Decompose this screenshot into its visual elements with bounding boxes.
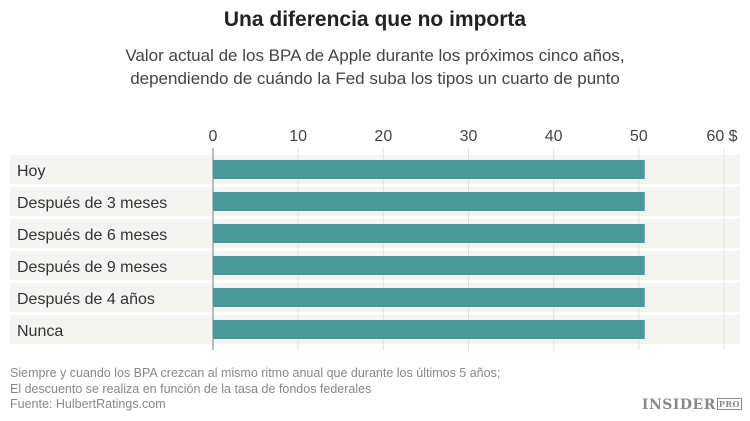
bar <box>213 224 645 243</box>
category-label: Después de 6 meses <box>17 227 167 244</box>
subtitle-line: Valor actual de los BPA de Apple durante… <box>125 46 625 65</box>
category-label: Después de 9 meses <box>17 259 167 276</box>
category-label: Después de 4 años <box>17 291 155 308</box>
footnotes: Siempre y cuando los BPA crezcan al mism… <box>10 366 500 413</box>
footnote: Siempre y cuando los BPA crezcan al mism… <box>10 366 501 380</box>
bar <box>213 320 645 339</box>
tick-label: 20 <box>374 128 392 145</box>
chart-subtitle: Valor actual de los BPA de Apple durante… <box>0 44 750 90</box>
bar <box>213 288 645 307</box>
footnote: El descuento se realiza en función de la… <box>10 381 372 396</box>
bar <box>213 160 645 179</box>
tick-label: 0 <box>209 128 218 145</box>
category-label: Hoy <box>17 163 45 180</box>
bar <box>213 256 645 275</box>
insider-pro-logo: INSIDER PRO <box>641 397 742 413</box>
tick-label: 30 <box>460 128 478 145</box>
subtitle-line: dependiendo de cuándo la Fed suba los ti… <box>130 69 620 88</box>
category-label: Nunca <box>17 323 63 340</box>
tick-label: 40 <box>545 128 563 145</box>
tick-label: 10 <box>289 128 307 145</box>
tick-label: 60 $ <box>706 128 737 145</box>
category-label: Después de 3 meses <box>17 195 167 212</box>
tick-label: 50 <box>630 128 648 145</box>
bar <box>213 192 645 211</box>
source: Fuente: HulbertRatings.com <box>10 397 166 411</box>
chart-title: Una diferencia que no importa <box>223 8 527 31</box>
